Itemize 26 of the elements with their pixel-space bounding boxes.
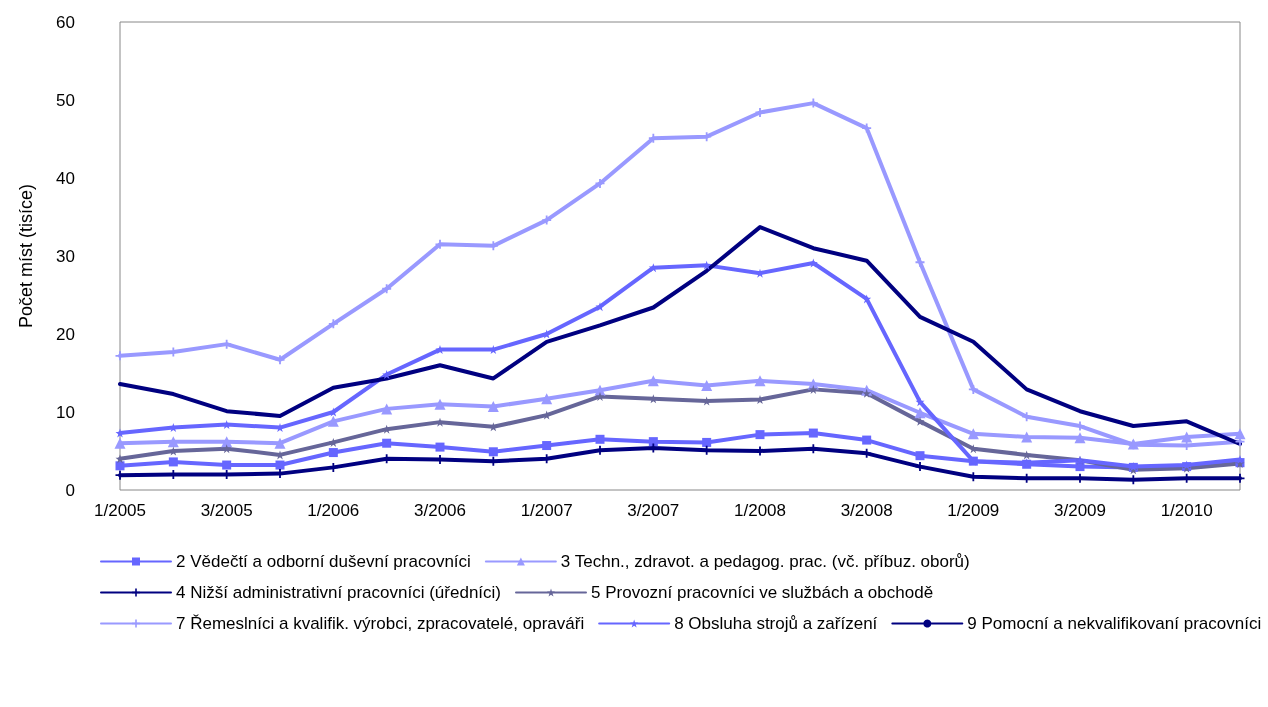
legend-label: 5 Provozní pracovníci ve službách a obchodě [591,583,934,602]
x-tick-label: 3/2006 [414,501,466,520]
legend-label: 3 Techn., zdravot. a pedagog. prac. (vč. příbuz. oborů) [560,552,970,571]
x-tick-label: 1/2008 [734,501,786,520]
y-tick-label: 10 [56,402,75,422]
x-tick-label: 1/2006 [307,501,360,520]
x-tick-label: 1/2005 [94,501,146,520]
x-tick-label: 1/2010 [1160,501,1213,520]
y-tick-label: 60 [56,12,75,32]
y-axis-title: Počet míst (tisíce) [16,183,36,329]
x-tick-label: 3/2008 [840,501,893,520]
legend-label: 9 Pomocní a nekvalifikovaní pracovníci [967,614,1262,633]
x-tick-label: 1/2007 [520,501,573,520]
x-tick-label: 1/2009 [947,501,1000,520]
x-tick-label: 3/2007 [627,501,680,520]
legend-label: 2 Vědečtí a odborní duševní pracovníci [176,552,471,571]
x-tick-label: 3/2005 [200,501,253,520]
y-tick-label: 40 [56,168,75,188]
legend-label: 8 Obsluha strojů a zařízení [674,614,878,633]
y-tick-label: 30 [56,246,75,266]
legend-label: 7 Řemeslníci a kvalifik. výrobci, zpracovatelé, opraváři [176,614,585,633]
x-tick-label: 3/2009 [1054,501,1106,520]
y-tick-label: 20 [56,324,75,344]
legend-label: 4 Nižší administrativní pracovníci (úředníci) [176,583,502,602]
y-tick-label: 50 [56,90,75,110]
y-tick-label: 0 [65,480,75,500]
